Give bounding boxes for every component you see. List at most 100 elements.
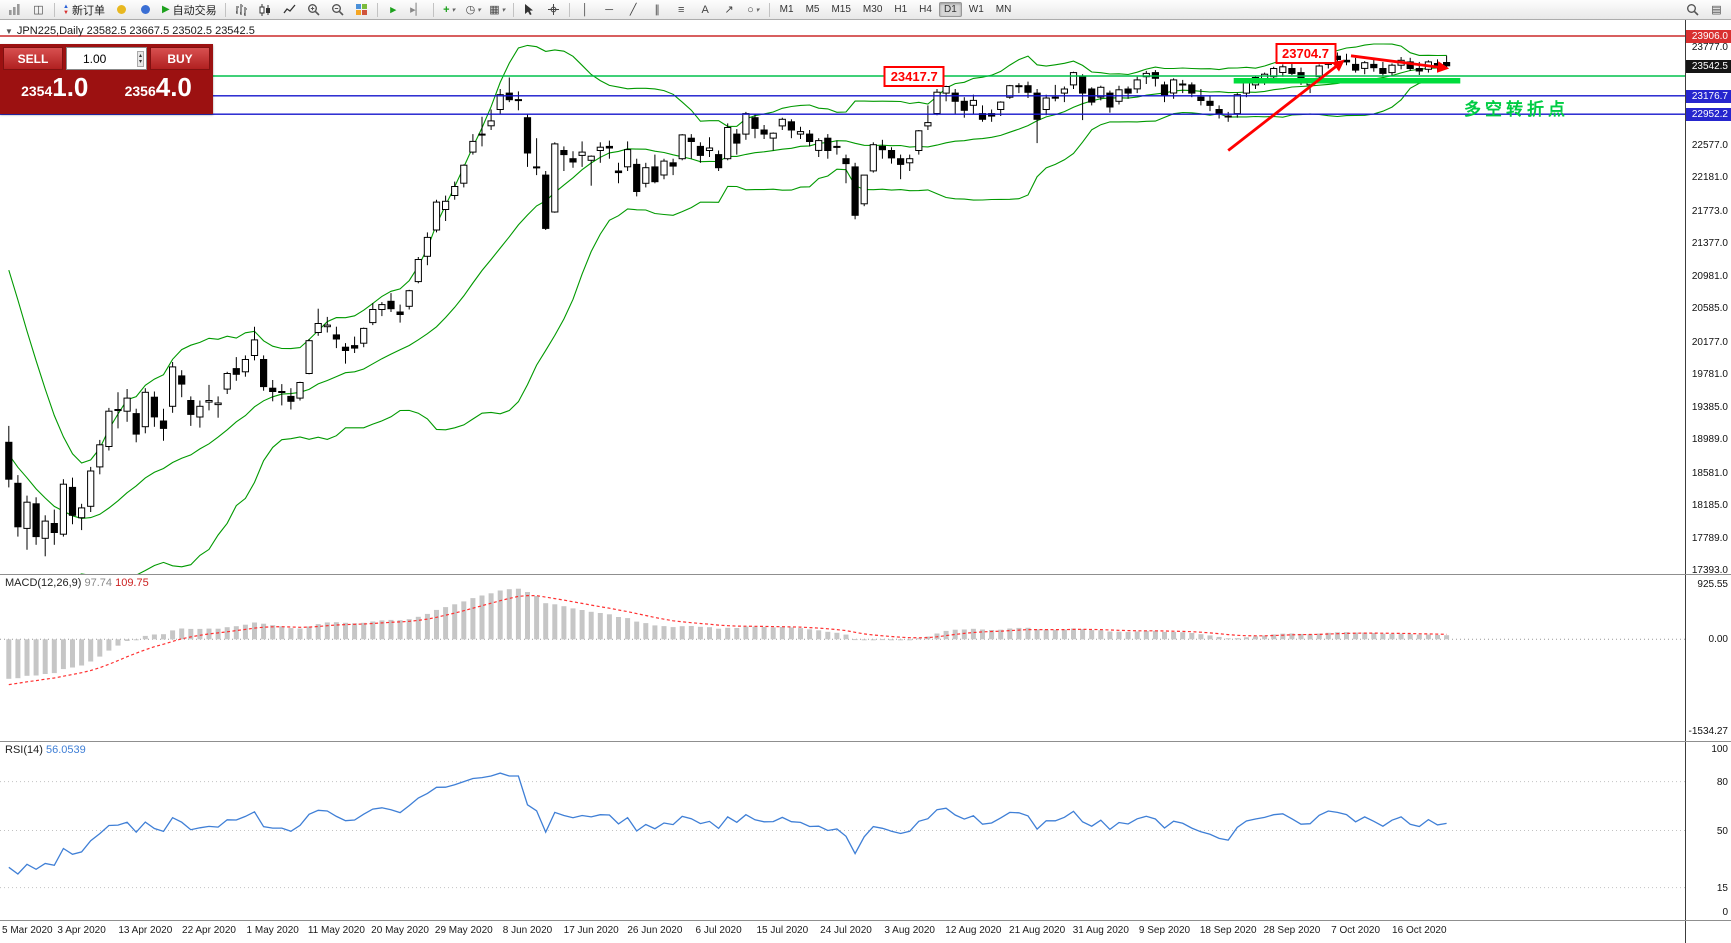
chart-ohlc-readout: ▼ JPN225,Daily 23582.5 23667.5 23502.5 2… (5, 25, 255, 37)
shapes-icon: ○ (747, 3, 754, 16)
price-axis-label: 18989.0 (1691, 434, 1728, 446)
window-list-button[interactable]: ▤ (1705, 1, 1728, 18)
timeframe-m1-button[interactable]: M1 (779, 4, 794, 15)
price-axis-label: 23542.5 (1686, 59, 1731, 73)
level-lines[interactable] (0, 35, 1685, 115)
turning-point-note: 多空转折点 (1464, 100, 1569, 119)
indicators-button[interactable]: + ▾ (438, 1, 461, 18)
timeframe-h4-button[interactable]: H4 (919, 4, 932, 15)
date-label: 16 Oct 2020 (1392, 925, 1447, 936)
chart-shift-icon: ▸▏ (410, 4, 425, 16)
market-watch-button[interactable] (134, 1, 157, 18)
vertical-line-tool-button[interactable]: │ (574, 1, 597, 18)
bar-chart-type-button[interactable] (230, 1, 253, 18)
ask-price-big-digits: 4.0 (155, 72, 192, 102)
timeframe-group: M1 M5 M15 M30 H1 H4 D1 W1 MN (774, 2, 1018, 17)
templates-button[interactable]: ▦ ▾ (486, 1, 509, 18)
ask-price: 2356 4.0 (107, 70, 211, 110)
collapse-arrow-icon[interactable]: ▼ (5, 26, 13, 36)
panel-separator[interactable] (0, 741, 1731, 742)
date-label: 8 Jun 2020 (502, 925, 553, 936)
trend-arrows[interactable] (1227, 54, 1450, 152)
rsi-value: 56.0539 (45, 744, 86, 756)
text-tool-button[interactable]: A (694, 1, 717, 18)
date-label: 3 Aug 2020 (884, 925, 935, 936)
price-axis-label: 19385.0 (1691, 401, 1728, 413)
chevron-down-icon: ▾ (477, 6, 481, 14)
chart-shift-button[interactable]: ▸▏ (406, 1, 429, 18)
fibonacci-tool-button[interactable]: ≡ (670, 1, 693, 18)
search-button[interactable] (1681, 1, 1704, 18)
tile-windows-button[interactable] (350, 1, 373, 18)
price-axis-label: 23777.0 (1691, 41, 1728, 53)
line-chart-type-button[interactable] (278, 1, 301, 18)
date-label: 17 Jun 2020 (563, 925, 619, 936)
channel-icon: ∥ (654, 4, 660, 16)
candle-chart-type-button[interactable] (254, 1, 277, 18)
macd-main-value: 97.74 (84, 577, 113, 589)
date-label: 20 May 2020 (371, 925, 430, 936)
new-order-button[interactable]: ▲ ▼ 新订单 (59, 1, 109, 18)
date-label: 31 Aug 2020 (1072, 925, 1129, 936)
main-chart-panel[interactable]: ▼ JPN225,Daily 23582.5 23667.5 23502.5 2… (0, 20, 1685, 574)
arrows-tool-button[interactable]: ↗ (718, 1, 741, 18)
toolbar-separator (768, 2, 770, 17)
template-icon: ▦ (489, 4, 500, 16)
date-label: 3 Apr 2020 (57, 925, 106, 936)
sell-button[interactable]: SELL (3, 47, 63, 70)
timeframe-m5-button[interactable]: M5 (805, 4, 820, 15)
autotrading-button[interactable]: ▶ 自动交易 (158, 1, 221, 18)
indicators-plus-icon: + (443, 3, 450, 16)
volume-spinner: ▴ ▾ (136, 50, 144, 67)
cursor-button[interactable] (518, 1, 541, 18)
trendline-tool-button[interactable]: ╱ (622, 1, 645, 18)
bid-price-big-digits: 1.0 (52, 72, 89, 102)
channel-tool-button[interactable]: ∥ (646, 1, 669, 18)
candles-layer (5, 52, 1451, 557)
horizontal-line-tool-button[interactable]: ─ (598, 1, 621, 18)
bid-price: 2354 1.0 (3, 70, 107, 110)
timeframe-mn-button[interactable]: MN (995, 4, 1012, 15)
toolbar-separator (376, 2, 378, 17)
volume-input[interactable]: 1.00 ▴ ▾ (66, 47, 147, 70)
profiles-button[interactable]: ◫ (27, 1, 50, 18)
market-watch-icon (140, 5, 150, 14)
bar-chart-icon (236, 3, 248, 16)
rsi-label: RSI(14) 56.0539 (5, 744, 86, 756)
timeframe-m30-button[interactable]: M30 (862, 4, 883, 15)
periods-button[interactable]: ◷ ▾ (462, 1, 485, 18)
time-axis[interactable]: 5 Mar 2020 3 Apr 2020 13 Apr 2020 22 Apr 20… (0, 920, 1685, 943)
trendline-icon: ╱ (629, 4, 637, 16)
volume-down-icon[interactable]: ▾ (138, 58, 142, 65)
history-center-button[interactable] (110, 1, 133, 18)
window-list-icon: ▤ (1711, 4, 1722, 16)
price-axis-label: 18581.0 (1691, 467, 1728, 479)
timeframe-w1-button[interactable]: W1 (968, 4, 984, 15)
tile-windows-icon (355, 4, 367, 15)
timeframe-d1-button[interactable]: D1 (938, 2, 962, 17)
price-axis-label: 20585.0 (1691, 303, 1728, 315)
panel-separator[interactable] (0, 574, 1731, 575)
timeframe-m15-button[interactable]: M15 (831, 4, 851, 15)
crosshair-button[interactable] (542, 1, 565, 18)
macd-panel[interactable]: MACD(12,26,9) 97.74 109.75 (0, 574, 1685, 741)
new-chart-button[interactable] (3, 1, 26, 18)
price-annotation[interactable]: 23417.7 (883, 66, 945, 87)
price-axis-label: 19781.0 (1691, 369, 1728, 381)
price-axis[interactable]: 23906.0 23777.0 23542.5 23176.7 22952.2 22577… (1685, 20, 1731, 943)
price-annotation[interactable]: 23704.7 (1275, 42, 1336, 64)
history-center-icon (116, 5, 126, 14)
rsi-panel[interactable]: RSI(14) 56.0539 (0, 741, 1685, 920)
buy-button[interactable]: BUY (150, 47, 210, 70)
zoom-in-button[interactable] (302, 1, 325, 18)
zoom-out-button[interactable] (326, 1, 349, 18)
price-axis-label: 20177.0 (1691, 336, 1728, 348)
chevron-down-icon: ▾ (755, 6, 760, 14)
shapes-tool-button[interactable]: ○ ▾ (742, 1, 765, 18)
auto-scroll-button[interactable]: ▸ (382, 1, 405, 18)
date-label: 5 Mar 2020 (2, 925, 53, 936)
timeframe-h1-button[interactable]: H1 (894, 4, 908, 15)
candlestick-chart[interactable] (0, 20, 1685, 574)
volume-up-icon[interactable]: ▴ (138, 52, 142, 59)
auto-scroll-icon: ▸ (390, 4, 396, 16)
